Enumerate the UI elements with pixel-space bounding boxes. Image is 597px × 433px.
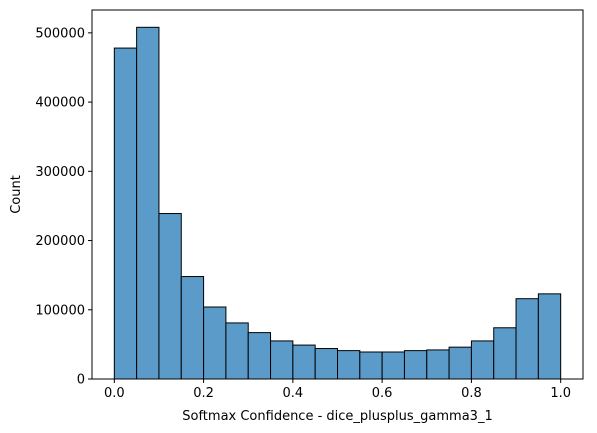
histogram-bar xyxy=(225,322,249,380)
x-tick-label: 0.0 xyxy=(104,386,125,401)
y-tick-label: 100000 xyxy=(35,303,85,318)
plot-frame xyxy=(91,9,584,380)
histogram-bar xyxy=(203,306,227,380)
x-tick-label: 0.4 xyxy=(283,386,304,401)
histogram-bar xyxy=(381,351,405,380)
x-tick-label: 0.6 xyxy=(372,386,393,401)
histogram-bar xyxy=(337,350,361,380)
x-tick-label: 0.2 xyxy=(193,386,214,401)
x-axis-label: Softmax Confidence - dice_plusplus_gamma… xyxy=(182,409,492,424)
histogram-bar xyxy=(270,340,294,380)
y-tick-label: 500000 xyxy=(35,26,85,41)
histogram-bar xyxy=(426,349,450,380)
y-axis-label: Count xyxy=(9,175,24,214)
x-axis-ticks: 0.0 0.2 0.4 0.6 0.8 1.0 xyxy=(104,379,571,401)
histogram-bar xyxy=(493,327,517,380)
histogram-bar xyxy=(359,351,383,380)
x-tick-label: 1.0 xyxy=(550,386,571,401)
y-tick-label: 200000 xyxy=(35,234,85,249)
histogram-bar xyxy=(403,350,428,380)
y-axis-ticks: 0 100000 200000 300000 400000 500000 xyxy=(35,26,92,388)
histogram-bar xyxy=(136,26,160,380)
histogram-bar xyxy=(113,47,138,380)
histogram-bar xyxy=(247,332,272,380)
histogram-bar xyxy=(537,293,562,380)
histogram-bars xyxy=(113,26,562,380)
histogram-bar xyxy=(158,213,182,380)
histogram-bar xyxy=(470,340,495,380)
y-tick-label: 300000 xyxy=(35,165,85,180)
y-tick-label: 400000 xyxy=(35,96,85,111)
histogram-bar xyxy=(180,276,205,380)
x-tick-label: 0.8 xyxy=(461,386,482,401)
histogram-bar xyxy=(292,344,316,380)
histogram-bar xyxy=(448,346,472,380)
y-tick-label: 0 xyxy=(77,373,85,388)
histogram-bar xyxy=(314,348,339,380)
histogram-bar xyxy=(515,298,539,380)
